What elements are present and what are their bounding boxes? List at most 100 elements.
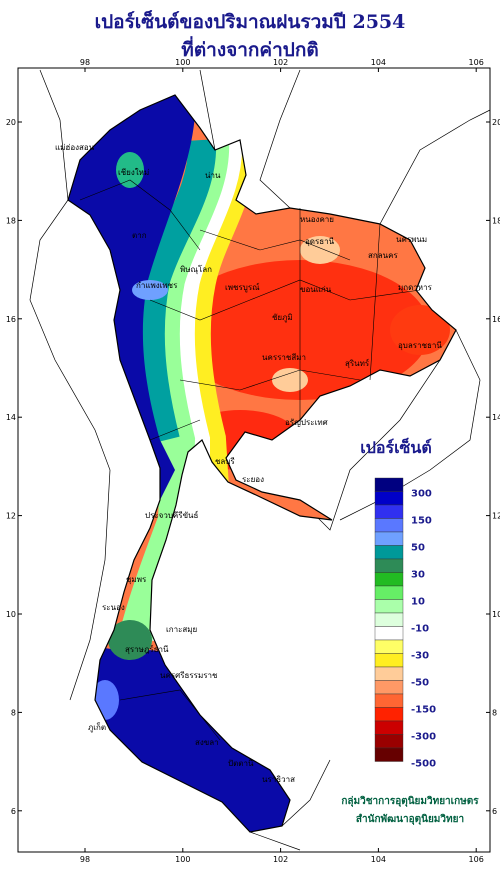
- field-band: [136, 139, 217, 444]
- legend-swatch: [374, 545, 404, 560]
- legend-label: -150: [411, 705, 436, 716]
- legend-swatch: [374, 693, 404, 708]
- legend-swatch: [374, 707, 404, 722]
- place-label: สงขลา: [195, 738, 219, 747]
- legend-swatch: [374, 518, 404, 533]
- legend-swatch: [374, 666, 404, 681]
- lat-tick-label: 8: [492, 708, 497, 717]
- lat-tick-label: 14: [492, 413, 500, 422]
- legend-swatch: [374, 680, 404, 695]
- lat-tick-label: 18: [6, 216, 16, 225]
- lon-tick-label: 102: [273, 855, 288, 864]
- lon-tick-label: 102: [273, 58, 288, 67]
- lat-tick-label: 6: [492, 807, 497, 816]
- place-label: ระนอง: [102, 603, 125, 612]
- lon-tick-label: 98: [80, 58, 90, 67]
- place-label: สกลนคร: [368, 251, 398, 260]
- lat-tick-label: 16: [6, 315, 16, 324]
- place-label: สุราษฎร์ธานี: [125, 644, 169, 654]
- legend-label: -10: [411, 624, 429, 635]
- place-label: ประจวบคีรีขันธ์: [145, 510, 199, 520]
- legend-swatch: [374, 599, 404, 614]
- legend-swatch: [374, 491, 404, 506]
- lon-tick-label: 106: [469, 855, 484, 864]
- legend: 300 150 50 30 10 -10 -30 -50 -150 -300 -500: [374, 477, 436, 770]
- legend-title: เปอร์เซ็นต์: [360, 436, 431, 457]
- field-green: [108, 620, 152, 660]
- legend-label: 150: [411, 516, 432, 527]
- lat-tick-label: 20: [492, 118, 500, 127]
- place-label: สุรินทร์: [345, 358, 370, 368]
- legend-label: -30: [411, 651, 429, 662]
- place-label: ชุมพร: [126, 575, 147, 584]
- place-label: ขอนแก่น: [300, 285, 332, 294]
- country-outline: [67, 94, 457, 833]
- legend-swatch: [374, 612, 404, 627]
- place-label: กำแพงเพชร: [136, 281, 178, 290]
- lon-tick-label: 98: [80, 855, 90, 864]
- map-title: เปอร์เซ็นต์ของปริมาณฝนรวมปี 2554: [95, 9, 406, 33]
- place-label: นครราชสีมา: [262, 353, 306, 362]
- legend-swatch: [374, 531, 404, 546]
- map-frame: [17, 67, 491, 853]
- legend-swatch: [374, 504, 404, 519]
- place-label: แม่ฮ่องสอน: [55, 143, 95, 152]
- map-subtitle: ที่ต่างจากค่าปกติ: [181, 36, 318, 61]
- credit: สำนักพัฒนาอุตุนิยมวิทยา: [356, 813, 464, 825]
- legend-swatch: [374, 639, 404, 654]
- place-label: ชลบุรี: [215, 457, 235, 466]
- field-light: [300, 236, 340, 264]
- place-label: พิษณุโลก: [180, 264, 212, 274]
- lat-tick-label: 12: [6, 512, 16, 521]
- legend-swatch: [374, 477, 404, 492]
- legend-label: 300: [411, 489, 432, 500]
- lat-tick-label: 12: [492, 512, 500, 521]
- field-green: [116, 152, 144, 188]
- lat-tick-label: 8: [11, 708, 16, 717]
- legend-label: -50: [411, 678, 429, 689]
- legend-swatch: [374, 558, 404, 573]
- legend-swatch: [374, 734, 404, 749]
- lat-tick-label: 10: [6, 610, 16, 619]
- field-red: [390, 305, 450, 355]
- place-label: นครพนม: [396, 235, 427, 244]
- place-label: ตาก: [132, 231, 147, 240]
- place-label: เพชรบูรณ์: [225, 282, 260, 293]
- lat-tick-label: 6: [11, 807, 16, 816]
- legend-swatch: [374, 585, 404, 600]
- place-label: ระยอง: [242, 475, 264, 484]
- field-light: [272, 368, 308, 392]
- place-label: ปัตตานี: [228, 759, 254, 768]
- legend-swatch: [374, 653, 404, 668]
- legend-swatch: [374, 626, 404, 641]
- legend-label: -500: [411, 759, 436, 770]
- neighbour-borders: [29, 69, 491, 851]
- lon-tick-label: 100: [175, 58, 190, 67]
- lat-tick-label: 20: [6, 118, 16, 127]
- legend-label: 30: [411, 570, 425, 581]
- lat-tick-label: 16: [492, 315, 500, 324]
- lon-tick-label: 100: [175, 855, 190, 864]
- place-label: มุกดาหาร: [398, 283, 433, 292]
- place-label: ชัยภูมิ: [272, 313, 293, 323]
- lon-tick-label: 106: [469, 58, 484, 67]
- lat-tick-label: 18: [492, 216, 500, 225]
- place-label: ภูเก็ต: [88, 722, 106, 733]
- place-label: เกาะสมุย: [166, 625, 197, 634]
- field-light-blue: [132, 280, 168, 300]
- place-label: นราธิวาส: [262, 775, 295, 784]
- legend-label: 50: [411, 543, 425, 554]
- place-label: น่าน: [205, 171, 221, 180]
- place-label: อุดรธานี: [305, 237, 335, 246]
- place-label: นครศรีธรรมราช: [160, 671, 218, 680]
- legend-label: 10: [411, 597, 425, 608]
- place-label: อรัญประเทศ: [285, 418, 328, 427]
- credit: กลุ่มวิชาการอุตุนิยมวิทยาเกษตร: [341, 795, 479, 807]
- lon-tick-label: 104: [371, 58, 386, 67]
- province-borders: [79, 179, 421, 741]
- legend-swatch: [374, 747, 404, 762]
- place-label: อุบลราชธานี: [398, 341, 442, 350]
